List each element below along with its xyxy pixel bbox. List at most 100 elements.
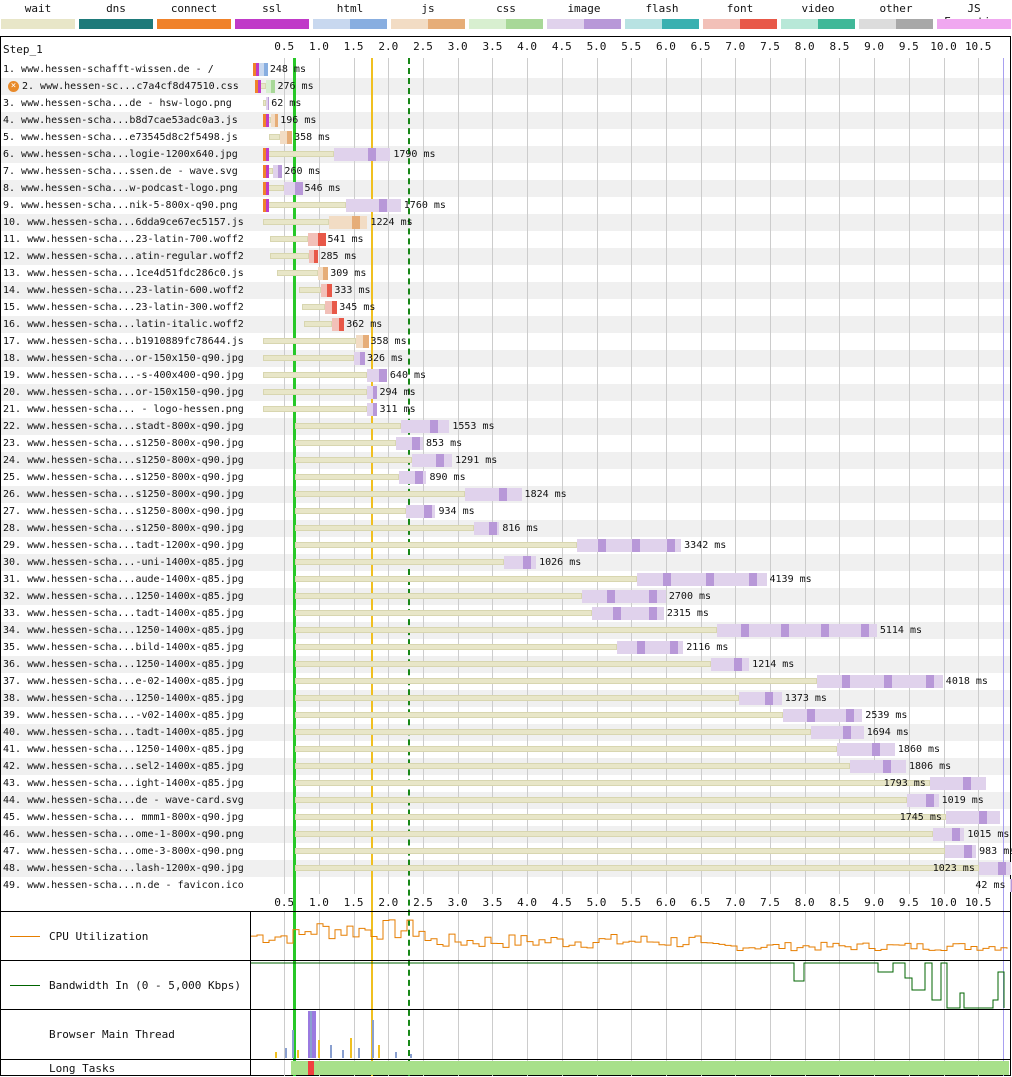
request-label: 22. www.hessen-scha...stadt-800x-q90.jpg <box>3 421 244 432</box>
request-segment <box>325 301 337 314</box>
request-label: 47. www.hessen-scha...ome-3-800x-q90.png <box>3 846 244 857</box>
tick-label: 1.0 <box>308 40 329 53</box>
request-duration: 1019 ms <box>941 795 984 806</box>
request-duration: 345 ms <box>339 302 376 313</box>
tick-label: 0.5 <box>274 896 295 909</box>
legend-item-other: other <box>859 2 933 29</box>
legend-label: html <box>336 2 364 15</box>
grid-line <box>631 58 632 894</box>
wait-segment <box>263 355 354 361</box>
wait-segment <box>295 746 837 752</box>
main-thread-activity <box>275 1052 277 1058</box>
request-duration: 1026 ms <box>539 557 582 568</box>
grid-line <box>839 58 840 894</box>
request-duration: 309 ms <box>330 268 367 279</box>
request-segment <box>265 80 275 93</box>
connect-segment <box>255 80 259 93</box>
wait-segment <box>295 712 783 718</box>
wait-segment <box>263 389 368 395</box>
request-duration: 1790 ms <box>393 149 436 160</box>
download-chunk <box>926 675 935 688</box>
request-label: 34. www.hessen-scha...1250-1400x-q85.jpg <box>3 625 244 636</box>
wait-segment <box>295 440 397 446</box>
visually-complete-marker <box>1003 58 1004 1076</box>
download-chunk <box>372 386 378 399</box>
ssl-segment <box>255 63 259 76</box>
tick-label: 10.0 <box>930 40 957 53</box>
grid-line <box>805 58 806 894</box>
request-label: 35. www.hessen-scha...bild-1400x-q85.jpg <box>3 642 244 653</box>
request-segment <box>617 641 684 654</box>
grid-line <box>319 911 320 1076</box>
request-label: 24. www.hessen-scha...s1250-800x-q90.jpg <box>3 455 244 466</box>
request-duration: 285 ms <box>320 251 357 262</box>
grid-line <box>770 911 771 1076</box>
request-segment <box>345 199 401 212</box>
download-chunk <box>925 794 934 807</box>
row-stripe <box>1 112 1010 129</box>
request-duration: 1373 ms <box>784 693 827 704</box>
request-segment <box>259 63 267 76</box>
legend-item-ssl: ssl <box>235 2 309 29</box>
download-chunk <box>317 233 326 246</box>
request-label: 16. www.hessen-scha...latin-italic.woff2 <box>3 319 244 330</box>
request-label: 26. www.hessen-scha...s1250-800x-q90.jpg <box>3 489 244 500</box>
grid-line <box>458 58 459 894</box>
request-duration: 2539 ms <box>865 710 908 721</box>
separator <box>1 960 1010 961</box>
request-label: 42. www.hessen-scha...sel2-1400x-q85.jpg <box>3 761 244 772</box>
tick-label: 3.0 <box>447 896 468 909</box>
legend-label: image <box>567 2 601 15</box>
cpu-utilization-line <box>251 919 1008 952</box>
wait-segment <box>295 593 582 599</box>
tick-label: 9.0 <box>864 896 885 909</box>
download-chunk <box>597 539 606 552</box>
request-duration: 1224 ms <box>370 217 413 228</box>
request-duration: 1745 ms <box>899 812 942 823</box>
request-segment <box>331 318 344 331</box>
long-tasks-idle-bar <box>291 1061 1009 1075</box>
grid-line <box>492 911 493 1076</box>
main-thread-activity <box>310 1011 312 1058</box>
request-label: 7. www.hessen-scha...ssen.de - wave.svg <box>3 166 238 177</box>
request-duration: 42 ms <box>975 880 1006 891</box>
legend-swatch <box>157 19 231 29</box>
tick-label: 10.5 <box>964 896 992 909</box>
download-chunk <box>1010 879 1012 892</box>
download-chunk <box>998 862 1007 875</box>
grid-line <box>944 911 945 1076</box>
legend-swatch <box>469 19 543 29</box>
grid-line <box>839 911 840 1076</box>
legend-swatch <box>313 19 387 29</box>
connect-segment <box>263 114 267 127</box>
request-duration: 326 ms <box>367 353 404 364</box>
main-thread-activity <box>342 1050 344 1058</box>
legend-swatch <box>937 19 1011 29</box>
main-thread-activity <box>410 1054 412 1058</box>
request-label: 2. www.hessen-sc...c7a4cf8d47510.css <box>22 81 239 92</box>
request-segment <box>836 743 895 756</box>
connect-segment <box>263 148 267 161</box>
wait-segment <box>295 695 739 701</box>
tick-label: 3.5 <box>482 896 503 909</box>
request-label: 15. www.hessen-scha...23-latin-300.woff2 <box>3 302 244 313</box>
request-duration: 1694 ms <box>866 727 909 738</box>
download-chunk <box>429 420 438 433</box>
grid-line <box>978 911 979 1076</box>
request-segment <box>317 267 328 280</box>
legend-label: other <box>879 2 913 15</box>
row-stripe <box>1 146 1010 163</box>
request-segment <box>581 590 666 603</box>
wait-segment <box>263 100 267 106</box>
ssl-segment <box>266 148 270 161</box>
connect-segment <box>252 63 256 76</box>
grid-line <box>527 58 528 894</box>
download-chunk <box>267 97 269 110</box>
request-label: 4. www.hessen-scha...b8d7cae53adc0a3.js <box>3 115 238 126</box>
request-label: 43. www.hessen-scha...ight-1400x-q85.jpg <box>3 778 244 789</box>
request-duration: 196 ms <box>280 115 317 126</box>
wait-segment <box>295 831 933 837</box>
request-label: 29. www.hessen-scha...tadt-1200x-q90.jpg <box>3 540 244 551</box>
grid-line <box>492 58 493 894</box>
request-duration: 4018 ms <box>945 676 988 687</box>
